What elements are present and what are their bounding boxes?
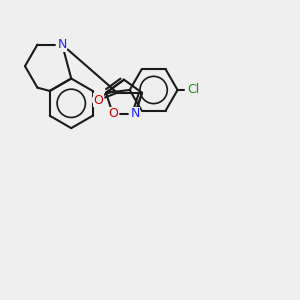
Text: N: N (58, 38, 67, 51)
Circle shape (56, 39, 68, 50)
Text: Cl: Cl (188, 83, 200, 97)
Text: N: N (130, 107, 140, 121)
Circle shape (185, 82, 202, 98)
Text: O: O (108, 107, 118, 121)
Circle shape (92, 94, 104, 106)
Circle shape (129, 108, 141, 120)
Text: O: O (93, 94, 103, 106)
Circle shape (107, 108, 119, 120)
